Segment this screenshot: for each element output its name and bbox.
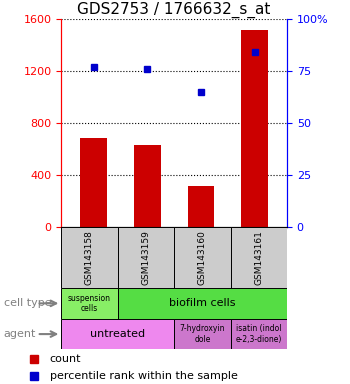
Bar (134, 145, 161, 227)
Text: GSM143161: GSM143161 (254, 230, 263, 285)
Bar (231, 227, 287, 288)
Bar (61, 227, 118, 288)
Text: isatin (indol
e-2,3-dione): isatin (indol e-2,3-dione) (236, 324, 282, 344)
Text: count: count (50, 354, 81, 364)
Text: suspension
cells: suspension cells (68, 294, 111, 313)
Title: GDS2753 / 1766632_s_at: GDS2753 / 1766632_s_at (77, 2, 271, 18)
Text: agent: agent (4, 329, 36, 339)
Bar (241, 30, 268, 227)
Bar (80, 139, 107, 227)
Text: 7-hydroxyin
dole: 7-hydroxyin dole (180, 324, 225, 344)
Text: untreated: untreated (90, 329, 145, 339)
Bar (118, 288, 287, 319)
Bar (174, 227, 231, 288)
Text: percentile rank within the sample: percentile rank within the sample (50, 371, 238, 381)
Bar (118, 227, 174, 288)
Bar (174, 319, 231, 349)
Text: biofilm cells: biofilm cells (169, 298, 236, 308)
Text: cell type: cell type (4, 298, 51, 308)
Bar (188, 186, 215, 227)
Bar (231, 319, 287, 349)
Bar (61, 288, 118, 319)
Text: GSM143159: GSM143159 (141, 230, 150, 285)
Text: GSM143160: GSM143160 (198, 230, 207, 285)
Text: GSM143158: GSM143158 (85, 230, 94, 285)
Bar (61, 319, 174, 349)
